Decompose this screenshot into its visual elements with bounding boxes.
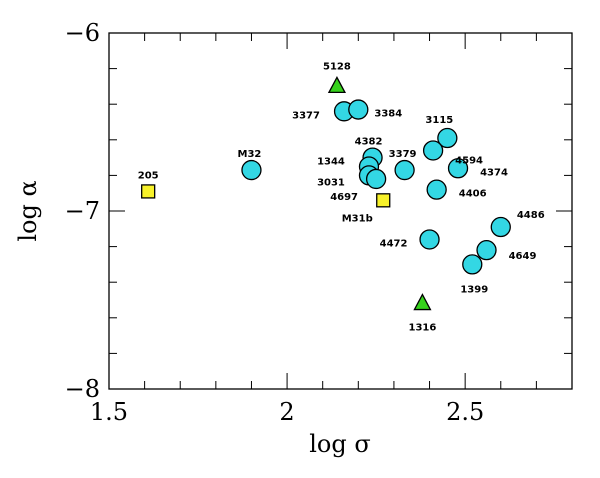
point-label: 4382	[355, 137, 383, 148]
circle-point	[365, 168, 387, 190]
x-tick-label: 2.5	[446, 398, 484, 426]
circle-point	[348, 99, 369, 120]
circle-point	[490, 216, 511, 238]
point-label: 3115	[425, 115, 453, 126]
y-tick-label: −6	[65, 19, 100, 47]
square-point	[141, 184, 156, 199]
square-point	[376, 193, 391, 208]
point-label: 1316	[408, 323, 436, 334]
point-label: 4697	[330, 192, 358, 203]
point-label: 3377	[292, 110, 320, 121]
circle-point	[419, 229, 440, 250]
y-tick-label: −8	[65, 375, 100, 403]
y-tick-label: −7	[65, 197, 100, 225]
point-label: 205	[138, 170, 159, 181]
point-label: 3031	[317, 177, 345, 188]
point-label: 3384	[374, 109, 402, 120]
circle-point	[437, 127, 458, 149]
point-label: M31b	[342, 213, 373, 224]
triangle-point	[327, 76, 347, 94]
point-label: 4486	[517, 210, 545, 221]
point-label: 4406	[459, 189, 487, 200]
axis-ticks	[108, 32, 573, 390]
circle-point	[426, 179, 447, 200]
circle-point	[476, 240, 497, 261]
x-tick-label: 1.5	[90, 398, 128, 426]
circle-point	[241, 159, 262, 181]
point-label: 1344	[317, 157, 345, 168]
point-label: 4472	[380, 238, 408, 249]
circle-point	[462, 254, 483, 275]
point-label: 4374	[480, 167, 508, 178]
point-label: 4649	[509, 251, 537, 262]
point-label: 3379	[389, 149, 417, 160]
point-label: M32	[238, 149, 262, 160]
triangle-point	[413, 293, 432, 311]
point-label: 4594	[455, 155, 483, 166]
y-axis-title: log α	[14, 180, 42, 241]
x-axis-title: log σ	[309, 430, 371, 458]
circle-point	[447, 158, 469, 179]
data-markers	[141, 76, 511, 311]
point-label: 1399	[460, 284, 488, 295]
circle-point	[422, 140, 444, 161]
point-label: 5128	[323, 61, 351, 72]
circle-point	[394, 159, 415, 181]
x-tick-label: 2	[279, 398, 294, 426]
tick-labels: 1.5 2 2.5 −6 −7 −8	[65, 19, 485, 426]
